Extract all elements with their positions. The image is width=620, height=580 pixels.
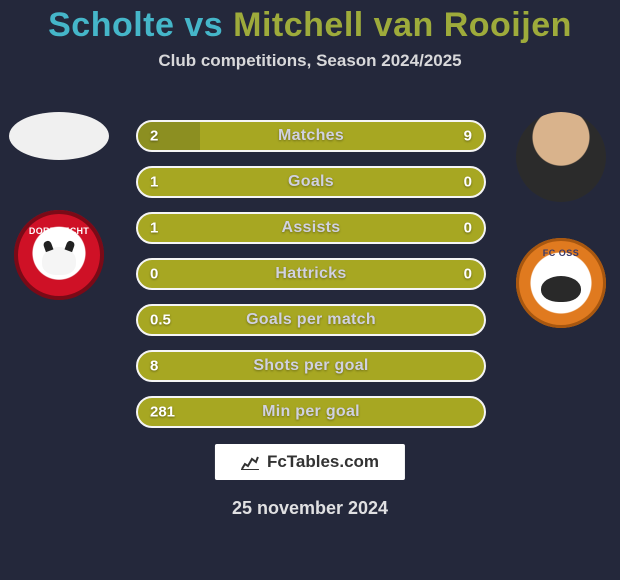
- chart-icon: [241, 454, 259, 470]
- stat-label: Goals per match: [138, 311, 484, 329]
- stat-bar: 0.5Goals per match: [136, 304, 486, 336]
- watermark-text: FcTables.com: [267, 452, 379, 472]
- watermark: FcTables.com: [215, 444, 405, 480]
- stat-bar: 10Goals: [136, 166, 486, 198]
- player2-avatar: [516, 112, 606, 202]
- title-vs: vs: [184, 6, 223, 44]
- stat-label: Min per goal: [138, 403, 484, 421]
- stat-label: Matches: [138, 127, 484, 145]
- player1-club-badge: DORDRECHT: [14, 210, 104, 300]
- bull-icon: [541, 276, 581, 302]
- comparison-card: Scholte vs Mitchell van Rooijen Club com…: [0, 0, 620, 580]
- sheep-icon: [42, 247, 76, 275]
- stat-label: Assists: [138, 219, 484, 237]
- badge2-text: FC OSS: [516, 248, 606, 258]
- page-title: Scholte vs Mitchell van Rooijen: [0, 6, 620, 45]
- right-side-column: FC OSS: [506, 112, 616, 328]
- badge1-text: DORDRECHT: [14, 226, 104, 236]
- title-player2: Mitchell van Rooijen: [233, 6, 572, 44]
- left-side-column: DORDRECHT: [4, 112, 114, 300]
- stat-bar: 281Min per goal: [136, 396, 486, 428]
- stat-label: Goals: [138, 173, 484, 191]
- stat-label: Shots per goal: [138, 357, 484, 375]
- player1-avatar: [9, 112, 109, 160]
- stat-bar: 00Hattricks: [136, 258, 486, 290]
- stat-bar: 8Shots per goal: [136, 350, 486, 382]
- date-label: 25 november 2024: [0, 498, 620, 519]
- title-player1: Scholte: [48, 6, 174, 44]
- player2-club-badge: FC OSS: [516, 238, 606, 328]
- stat-bars: 29Matches 10Goals 10Assists 00Hattricks 0.5G…: [136, 120, 486, 428]
- stat-bar: 29Matches: [136, 120, 486, 152]
- subtitle: Club competitions, Season 2024/2025: [0, 51, 620, 71]
- stat-bar: 10Assists: [136, 212, 486, 244]
- stat-label: Hattricks: [138, 265, 484, 283]
